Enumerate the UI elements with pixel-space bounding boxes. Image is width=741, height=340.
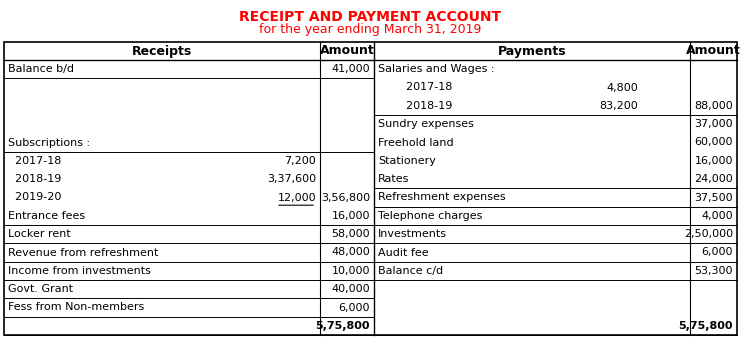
Text: Freehold land: Freehold land: [378, 137, 453, 148]
Text: 2019-20: 2019-20: [8, 192, 62, 203]
Text: 37,500: 37,500: [694, 192, 733, 203]
Text: 60,000: 60,000: [694, 137, 733, 148]
Text: 12,000: 12,000: [277, 192, 316, 203]
Text: 53,300: 53,300: [694, 266, 733, 276]
Text: 5,75,800: 5,75,800: [679, 321, 733, 331]
Text: Govt. Grant: Govt. Grant: [8, 284, 73, 294]
Text: 4,000: 4,000: [702, 211, 733, 221]
Text: Locker rent: Locker rent: [8, 229, 70, 239]
Text: 6,000: 6,000: [702, 248, 733, 257]
Text: 37,000: 37,000: [694, 119, 733, 129]
Text: 88,000: 88,000: [694, 101, 733, 111]
Text: Balance b/d: Balance b/d: [8, 64, 74, 74]
Text: 58,000: 58,000: [331, 229, 370, 239]
Text: Entrance fees: Entrance fees: [8, 211, 85, 221]
Bar: [4, 42, 737, 335]
Text: 24,000: 24,000: [694, 174, 733, 184]
Text: Refreshment expenses: Refreshment expenses: [378, 192, 505, 203]
Text: 2017-18: 2017-18: [8, 156, 62, 166]
Text: 2018-19: 2018-19: [8, 174, 62, 184]
Text: Salaries and Wages :: Salaries and Wages :: [378, 64, 494, 74]
Text: Fess from Non-members: Fess from Non-members: [8, 303, 144, 312]
Text: 3,56,800: 3,56,800: [321, 192, 370, 203]
Text: 48,000: 48,000: [331, 248, 370, 257]
Text: Audit fee: Audit fee: [378, 248, 428, 257]
Text: Receipts: Receipts: [132, 45, 192, 57]
Text: Subscriptions :: Subscriptions :: [8, 137, 90, 148]
Text: Telephone charges: Telephone charges: [378, 211, 482, 221]
Text: Amount: Amount: [686, 45, 741, 57]
Text: 3,37,600: 3,37,600: [267, 174, 316, 184]
Text: Rates: Rates: [378, 174, 409, 184]
Text: 4,800: 4,800: [606, 83, 638, 92]
Text: 2018-19: 2018-19: [378, 101, 452, 111]
Text: 6,000: 6,000: [339, 303, 370, 312]
Text: 41,000: 41,000: [331, 64, 370, 74]
Text: 40,000: 40,000: [331, 284, 370, 294]
Text: 16,000: 16,000: [331, 211, 370, 221]
Text: 2,50,000: 2,50,000: [684, 229, 733, 239]
Text: Sundry expenses: Sundry expenses: [378, 119, 474, 129]
Text: 2017-18: 2017-18: [378, 83, 452, 92]
Text: 83,200: 83,200: [599, 101, 638, 111]
Text: 10,000: 10,000: [331, 266, 370, 276]
Text: for the year ending March 31, 2019: for the year ending March 31, 2019: [259, 23, 481, 36]
Text: 16,000: 16,000: [694, 156, 733, 166]
Text: 5,75,800: 5,75,800: [316, 321, 370, 331]
Text: Stationery: Stationery: [378, 156, 436, 166]
Text: Balance c/d: Balance c/d: [378, 266, 443, 276]
Text: Income from investments: Income from investments: [8, 266, 151, 276]
Text: 7,200: 7,200: [285, 156, 316, 166]
Text: Payments: Payments: [498, 45, 566, 57]
Text: Amount: Amount: [319, 45, 374, 57]
Text: RECEIPT AND PAYMENT ACCOUNT: RECEIPT AND PAYMENT ACCOUNT: [239, 10, 501, 24]
Text: Revenue from refreshment: Revenue from refreshment: [8, 248, 159, 257]
Text: Investments: Investments: [378, 229, 447, 239]
